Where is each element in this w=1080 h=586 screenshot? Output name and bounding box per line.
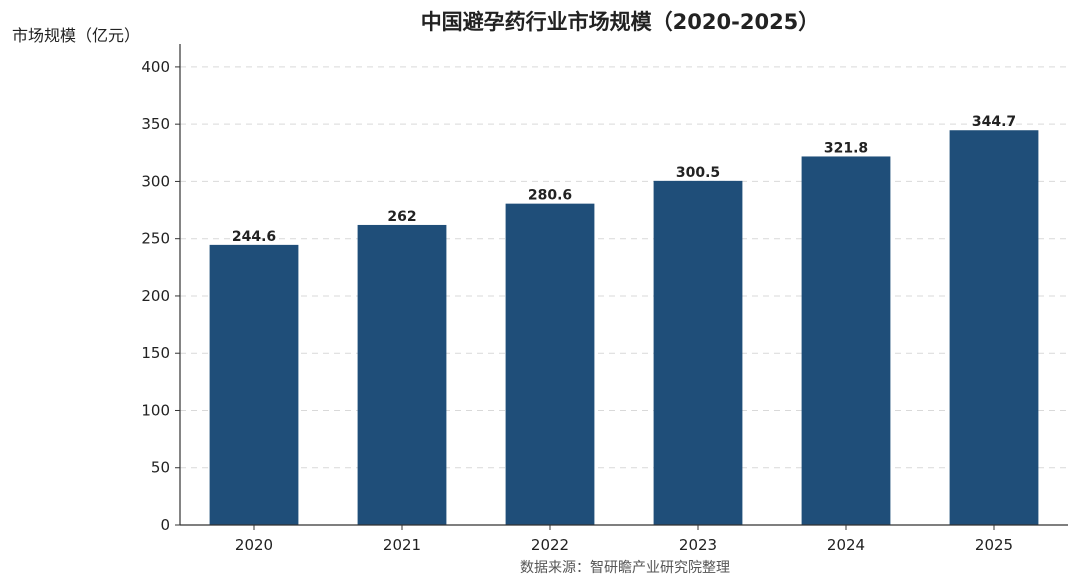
bar-2025 — [949, 130, 1039, 525]
source-note: 数据来源：智研瞻产业研究院整理 — [520, 559, 730, 576]
bar-2024 — [801, 156, 891, 525]
y-tick-label: 200 — [141, 287, 170, 305]
x-tick-label: 2021 — [383, 536, 421, 554]
y-axis-label: 市场规模（亿元） — [12, 26, 140, 45]
data-label-2020: 244.6 — [232, 229, 276, 245]
x-tick-label: 2022 — [531, 536, 569, 554]
y-tick-label: 400 — [141, 58, 170, 76]
data-label-2025: 344.7 — [972, 114, 1016, 130]
y-ticks: 0 50 100 150 200 250 300 350 400 — [141, 58, 180, 534]
data-label-2024: 321.8 — [824, 140, 868, 156]
y-tick-label: 50 — [151, 459, 170, 477]
y-tick-label: 100 — [141, 401, 170, 419]
data-label-2023: 300.5 — [676, 165, 720, 181]
y-tick-label: 350 — [141, 115, 170, 133]
data-label-2022: 280.6 — [528, 188, 572, 204]
x-tick-label: 2020 — [235, 536, 273, 554]
y-tick-label: 300 — [141, 172, 170, 190]
bar-2022 — [505, 203, 595, 526]
bar-2020 — [209, 244, 299, 525]
x-ticks: 2020 2021 2022 2023 2024 2025 — [235, 525, 1013, 554]
x-tick-label: 2025 — [975, 536, 1013, 554]
x-tick-label: 2024 — [827, 536, 865, 554]
y-tick-label: 250 — [141, 230, 170, 248]
grid-lines — [180, 66, 1068, 469]
x-tick-label: 2023 — [679, 536, 717, 554]
bar-2021 — [357, 224, 447, 525]
data-labels: 244.6 262 280.6 300.5 321.8 344.7 — [232, 114, 1016, 245]
bar-2023 — [653, 180, 743, 525]
chart-title: 中国避孕药行业市场规模（2020-2025） — [421, 10, 820, 34]
y-tick-label: 150 — [141, 344, 170, 362]
bars — [209, 130, 1039, 526]
data-label-2021: 262 — [387, 209, 416, 225]
y-tick-label: 0 — [160, 516, 170, 534]
